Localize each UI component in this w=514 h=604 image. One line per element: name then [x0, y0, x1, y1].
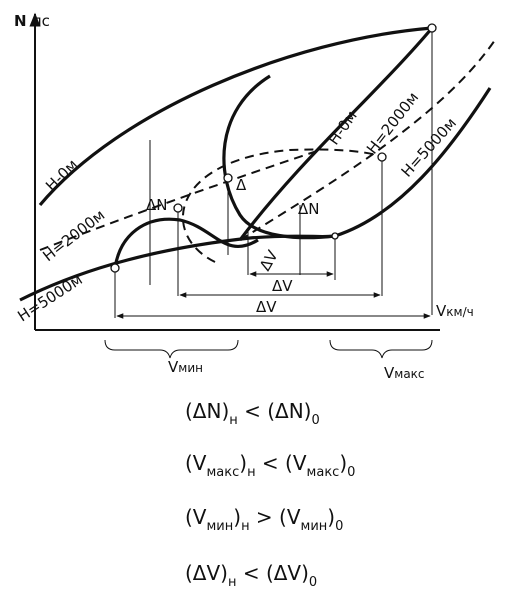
formula-part: макс	[206, 465, 239, 480]
formula-part: (V	[185, 505, 207, 529]
formula-part: макс	[307, 465, 340, 480]
formula-part: )	[327, 505, 335, 529]
curve-label: H=2000м	[39, 206, 108, 265]
y-label: N	[14, 12, 27, 30]
curve-label: H-0м	[325, 107, 361, 148]
delta-label: ΔN	[298, 200, 319, 218]
formula-part: )	[339, 451, 347, 475]
curve-labels: H-0м H=2000м H=5000м H-0м H=2000м H=5000…	[14, 89, 460, 382]
delta-label: ΔV	[272, 277, 293, 295]
delta-label: ΔV	[256, 298, 277, 316]
formula: (ΔV)н < (ΔV)0	[185, 561, 317, 590]
y-unit: лс	[32, 12, 50, 30]
x-label: Vкм/ч	[436, 302, 474, 320]
guides	[104, 23, 437, 359]
axes: N лс Vкм/ч	[14, 12, 474, 331]
formula-part: < (ΔN)	[238, 399, 312, 423]
range-label: Vмин	[168, 358, 203, 376]
curves	[19, 26, 496, 302]
formulas: (ΔN)н < (ΔN)0(Vмакс)н < (Vмакс)0(Vмин)н …	[185, 399, 355, 590]
delta-label: Δ	[236, 176, 247, 194]
formula-part: мин	[301, 519, 328, 534]
formula-part: (ΔN)	[185, 399, 229, 423]
formula-part: (V	[185, 451, 207, 475]
formula-part: (ΔV)	[185, 561, 228, 585]
formula-part: > (V	[250, 505, 301, 529]
range-label: Vмакс	[384, 364, 425, 382]
formula: (Vмин)н > (Vмин)0	[185, 505, 343, 534]
formula-part: < (V	[256, 451, 307, 475]
delta-label: ΔV	[256, 247, 282, 274]
formula-part: )	[233, 505, 241, 529]
formula-part: 0	[311, 413, 319, 428]
formula-part: 0	[347, 465, 355, 480]
formula: (ΔN)н < (ΔN)0	[185, 399, 320, 428]
delta-label: ΔN	[146, 196, 167, 214]
formula-part: н	[241, 519, 250, 534]
formula-part: 0	[309, 575, 317, 590]
formula-part: < (ΔV)	[236, 561, 308, 585]
formula-part: н	[228, 575, 237, 590]
curve-label: H-0м	[42, 156, 81, 195]
formula-part: н	[229, 413, 238, 428]
formula-part: 0	[335, 519, 343, 534]
curve-label: H=2000м	[363, 89, 422, 158]
formula-part: н	[247, 465, 256, 480]
formula: (Vмакс)н < (Vмакс)0	[185, 451, 355, 480]
formula-part: )	[239, 451, 247, 475]
formula-part: мин	[206, 519, 233, 534]
